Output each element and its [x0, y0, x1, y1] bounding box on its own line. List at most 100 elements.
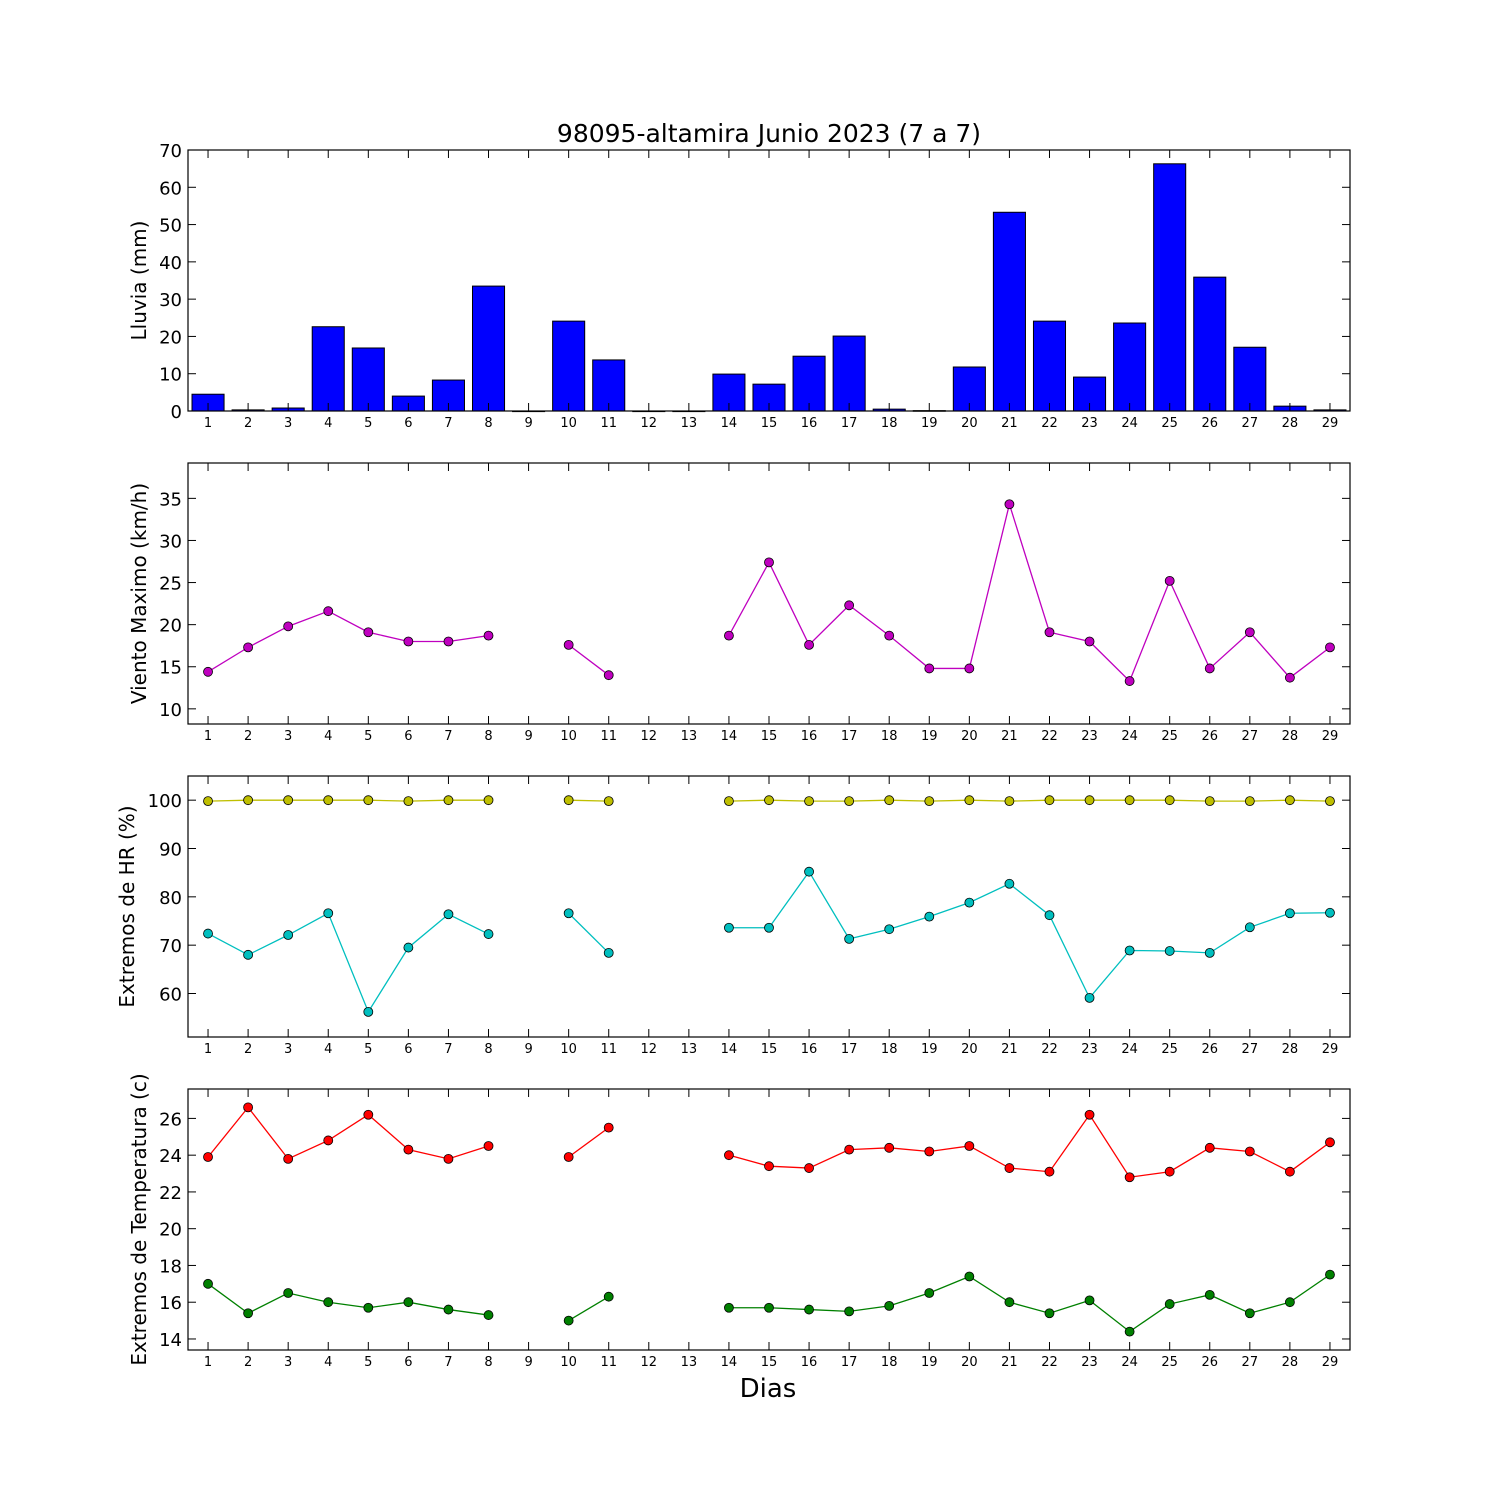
humidity-series-1-point-4 [323, 795, 334, 806]
temperature-xtick-label: 20 [961, 1355, 978, 1370]
rain-y-axis-label: Lluvia (mm) [127, 221, 151, 341]
humidity-series-1-point-11 [603, 796, 614, 807]
rain-xtick-label: 8 [484, 416, 492, 431]
temperature-series-2-point-26 [1204, 1289, 1215, 1300]
humidity-series-1-point-26 [1204, 796, 1215, 807]
rain-bar-8 [471, 285, 506, 412]
temperature-series-2-line-2 [568, 1296, 610, 1322]
humidity-xtick-label: 22 [1041, 1042, 1058, 1057]
temperature-series-2-point-15 [764, 1302, 774, 1313]
rain-xtick-label: 13 [681, 416, 698, 431]
wind-xtick-label: 14 [721, 729, 738, 744]
temperature-series-1-point-14 [724, 1150, 734, 1161]
humidity-ytick-label: 100 [148, 791, 182, 812]
temperature-series-1-point-27 [1244, 1146, 1255, 1157]
wind-series-1-point-4 [323, 606, 334, 617]
rain-ytick-label: 50 [159, 216, 182, 237]
humidity-series-1-point-20 [964, 795, 975, 806]
wind-xtick-label: 13 [681, 729, 698, 744]
temperature-series-2-point-23 [1084, 1295, 1095, 1306]
temperature-series-1-point-15 [764, 1161, 774, 1172]
wind-series-1-point-5 [363, 627, 374, 638]
wind-series-1-point-21 [1004, 499, 1015, 510]
humidity-series-1-point-22 [1044, 795, 1055, 806]
humidity-series-2-point-22 [1044, 910, 1055, 921]
rain-xtick-label: 3 [284, 416, 292, 431]
chart-title: 98095-altamira Junio 2023 (7 a 7) [557, 119, 981, 148]
humidity-series-1-point-6 [403, 796, 414, 807]
temperature-xtick-label: 14 [721, 1355, 738, 1370]
wind-series-1-point-15 [764, 557, 774, 568]
rain-xtick-label: 12 [641, 416, 658, 431]
humidity-series-2-point-8 [483, 929, 494, 939]
wind-series-1-point-14 [724, 630, 734, 641]
humidity-xtick-label: 27 [1242, 1042, 1259, 1057]
temperature-series-2-point-10 [563, 1315, 574, 1326]
temperature-xtick-label: 29 [1322, 1355, 1339, 1370]
humidity-series-1-point-7 [443, 795, 454, 806]
humidity-xtick-label: 29 [1322, 1042, 1339, 1057]
rain-xtick-label: 28 [1282, 416, 1299, 431]
temperature-series-1-point-2 [243, 1102, 254, 1113]
wind-ytick-label: 20 [159, 616, 182, 637]
temperature-series-1-line-2 [568, 1127, 610, 1158]
humidity-xtick-label: 11 [600, 1042, 617, 1057]
wind-y-axis-label: Viento Maximo (km/h) [127, 483, 151, 704]
temperature-series-2-point-20 [964, 1271, 975, 1282]
rain-xtick-label: 24 [1121, 416, 1138, 431]
wind-series-1-point-16 [804, 639, 814, 650]
temperature-xtick-label: 6 [404, 1355, 412, 1370]
humidity-series-2-point-29 [1325, 907, 1335, 918]
temperature-ytick-label: 14 [159, 1330, 182, 1351]
temperature-series-1-point-28 [1285, 1166, 1295, 1177]
rain-bar-27 [1233, 346, 1267, 412]
temperature-series-1-point-21 [1004, 1163, 1015, 1173]
rain-xtick-label: 19 [921, 416, 938, 431]
wind-series-1-point-27 [1244, 627, 1255, 638]
wind-xtick-label: 9 [524, 729, 532, 744]
humidity-series-1-point-21 [1004, 796, 1015, 807]
rain-xtick-label: 22 [1041, 416, 1058, 431]
humidity-y-axis-label: Extremos de HR (%) [115, 805, 139, 1007]
rain-xtick-label: 21 [1001, 416, 1018, 431]
rain-xtick-label: 7 [444, 416, 452, 431]
wind-xtick-label: 21 [1001, 729, 1018, 744]
rain-xtick-label: 5 [364, 416, 372, 431]
humidity-series-2-point-2 [243, 949, 254, 960]
temperature-series-2-point-6 [403, 1297, 414, 1308]
humidity-series-2-line-1 [207, 912, 489, 1014]
humidity-series-2-point-6 [403, 942, 414, 953]
humidity-xtick-label: 24 [1121, 1042, 1138, 1057]
humidity-xtick-label: 10 [560, 1042, 577, 1057]
temperature-series-1-point-22 [1044, 1166, 1055, 1177]
temperature-series-1-point-17 [844, 1144, 855, 1155]
humidity-series-2-point-18 [884, 924, 895, 935]
wind-xtick-label: 24 [1121, 729, 1138, 744]
temperature-series-1-point-20 [964, 1141, 975, 1151]
temperature-xtick-label: 17 [841, 1355, 858, 1370]
humidity-xtick-label: 17 [841, 1042, 858, 1057]
temperature-series-1-point-10 [563, 1152, 574, 1162]
temperature-series-2-point-8 [483, 1310, 494, 1320]
humidity-xtick-label: 25 [1161, 1042, 1178, 1057]
humidity-series-2-point-5 [363, 1006, 374, 1017]
temperature-series-1-point-3 [283, 1153, 294, 1164]
rain-xtick-label: 27 [1242, 416, 1259, 431]
humidity-series-2-point-10 [563, 908, 574, 919]
temperature-xtick-label: 25 [1161, 1355, 1178, 1370]
humidity-series-1-point-24 [1124, 795, 1135, 806]
rain-bar-16 [792, 355, 826, 412]
temperature-series-2-line-1 [207, 1283, 489, 1316]
humidity-series-1-point-16 [804, 796, 814, 807]
wind-xtick-label: 15 [761, 729, 778, 744]
wind-series-1-point-1 [203, 666, 213, 677]
wind-xtick-label: 22 [1041, 729, 1058, 744]
temperature-xtick-label: 19 [921, 1355, 938, 1370]
humidity-xtick-label: 13 [681, 1042, 698, 1057]
temperature-series-2-point-5 [363, 1302, 374, 1313]
humidity-series-2-point-1 [203, 928, 213, 939]
temperature-series-2-point-21 [1004, 1297, 1015, 1308]
humidity-series-1-line-2 [568, 799, 609, 802]
